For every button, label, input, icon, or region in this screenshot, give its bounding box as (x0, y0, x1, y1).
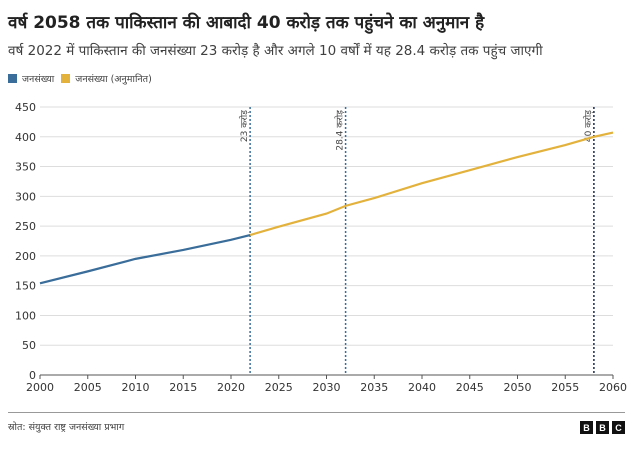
x-tick-label: 2040 (408, 381, 436, 394)
y-tick-label: 400 (15, 131, 36, 144)
y-tick-label: 250 (15, 220, 36, 233)
x-tick-label: 2030 (313, 381, 341, 394)
legend-label-population: जनसंख्या (22, 74, 55, 85)
annotation-label: 40 करोड़ (582, 110, 594, 142)
annotation-label: 23 करोड़ (238, 110, 250, 142)
legend: जनसंख्या जनसंख्या (अनुमानित) (8, 72, 152, 85)
y-tick-label: 450 (15, 101, 36, 114)
legend-swatch-projected (61, 74, 71, 83)
legend-swatch-population (8, 74, 17, 83)
chart-subtitle: वर्ष 2022 में पाकिस्तान की जनसंख्या 23 क… (8, 43, 543, 59)
series-line-projected (249, 131, 614, 237)
y-tick-label: 300 (15, 190, 36, 203)
x-tick-label: 2025 (265, 381, 293, 394)
x-tick-label: 2035 (360, 381, 388, 394)
y-tick-label: 350 (15, 161, 36, 174)
legend-label-projected: जनसंख्या (अनुमानित) (75, 74, 152, 85)
footer-divider (8, 412, 625, 413)
x-tick-label: 2020 (217, 381, 245, 394)
y-tick-label: 200 (15, 250, 36, 263)
source-note: स्रोत: संयुक्त राष्ट्र जनसंख्या प्रभाग (8, 422, 125, 433)
annotation-label: 28.4 करोड़ (334, 110, 346, 151)
x-tick-label: 2005 (74, 381, 102, 394)
y-tick-label: 50 (22, 339, 36, 352)
y-tick-label: 150 (15, 280, 36, 293)
x-tick-label: 2000 (26, 381, 54, 394)
series-line-population (39, 233, 251, 285)
y-tick-label: 100 (15, 309, 36, 322)
x-tick-label: 2010 (122, 381, 150, 394)
x-tick-label: 2050 (504, 381, 532, 394)
chart-title: वर्ष 2058 तक पाकिस्तान की आबादी 40 करोड़… (8, 13, 485, 33)
y-tick-label: 0 (29, 369, 36, 382)
x-tick-label: 2055 (551, 381, 579, 394)
x-tick-label: 2015 (169, 381, 197, 394)
x-tick-label: 2060 (599, 381, 627, 394)
x-tick-label: 2045 (456, 381, 484, 394)
